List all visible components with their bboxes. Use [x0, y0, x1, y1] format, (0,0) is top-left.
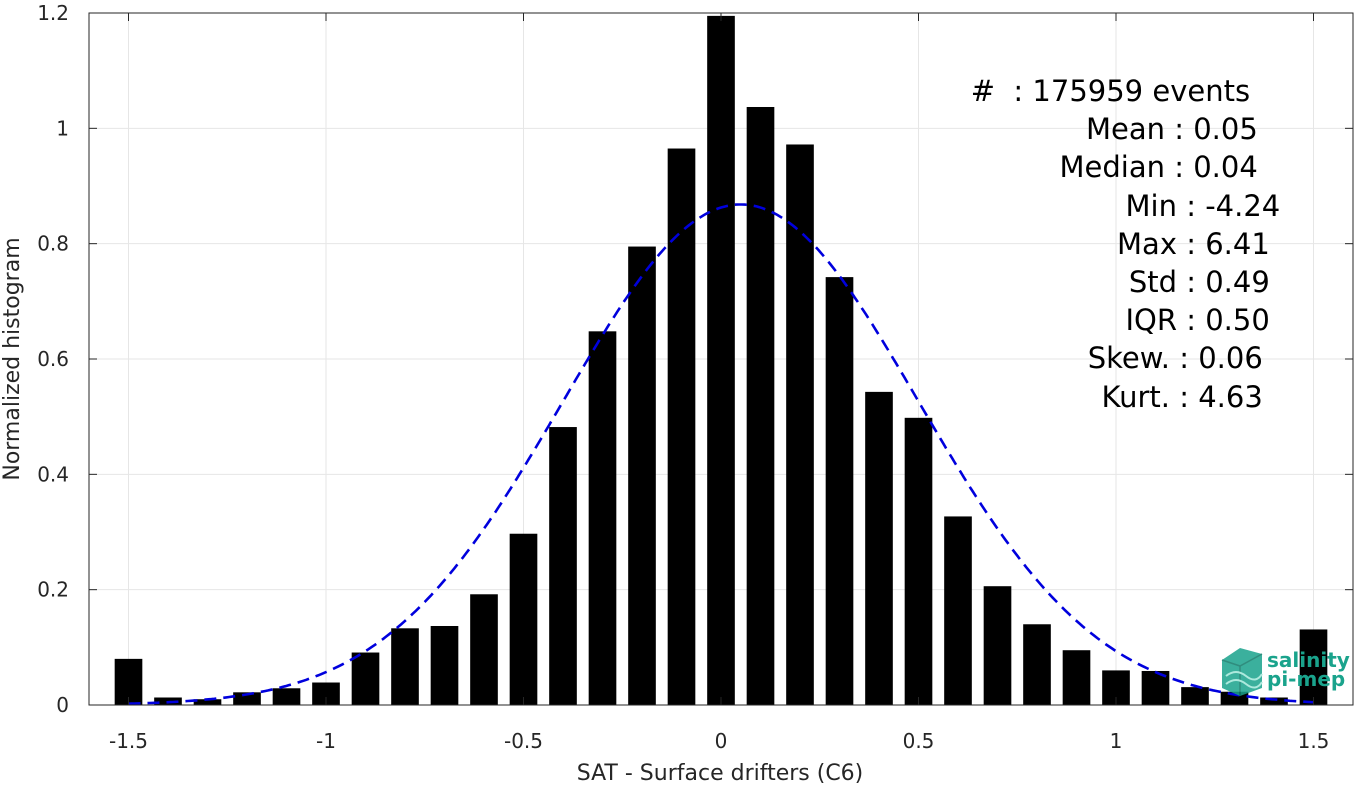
y-tick-label: 0 — [56, 693, 69, 717]
histogram-bar — [351, 652, 380, 705]
stat-count-value: : 175959 events — [995, 74, 1250, 108]
histogram-bar — [391, 628, 419, 705]
histogram-bar — [628, 246, 656, 706]
histogram-bar — [746, 106, 775, 706]
salinity-pimep-logo: salinity pi-mep — [1221, 648, 1350, 696]
y-tick-labels: 0 0.2 0.4 0.6 0.8 1 1.2 — [37, 1, 69, 717]
stat-skew-value: : 0.06 — [1170, 341, 1263, 375]
stat-min-label: Min — [1126, 189, 1177, 223]
stat-skew-label: Skew. — [1088, 341, 1170, 375]
wave-cube-icon — [1221, 648, 1263, 696]
stat-iqr-value: : 0.50 — [1177, 303, 1270, 337]
logo-line1: salinity — [1267, 648, 1350, 672]
x-tick-label: -0.5 — [504, 729, 543, 753]
histogram-bar — [865, 391, 893, 705]
stat-kurt-label: Kurt. — [1102, 380, 1170, 414]
histogram-bar — [193, 699, 222, 705]
x-tick-label: 0 — [715, 729, 728, 753]
stat-mean-label: Mean — [1086, 112, 1165, 146]
x-tick-label: -1 — [316, 729, 336, 753]
stat-iqr-label: IQR — [1125, 303, 1177, 337]
histogram-bar — [1260, 697, 1288, 705]
y-tick-label: 0.2 — [37, 578, 69, 602]
histogram-bar — [786, 144, 814, 706]
gaussian-fit-curve — [128, 203, 1314, 705]
stat-std-value: : 0.49 — [1177, 265, 1270, 299]
y-tick-label: 0.8 — [37, 232, 69, 256]
stat-median-value: : 0.04 — [1165, 150, 1258, 184]
x-tick-labels: -1.5 -1 -0.5 0 0.5 1 1.5 — [109, 729, 1329, 753]
histogram-bar — [588, 331, 617, 705]
y-tick-label: 0.4 — [37, 462, 69, 486]
x-axis-label: SAT - Surface drifters (C6) — [577, 761, 864, 785]
x-tick-label: 1.5 — [1298, 729, 1330, 753]
histogram-bar — [983, 586, 1012, 705]
stat-mean-value: : 0.05 — [1165, 112, 1258, 146]
histogram-bar — [549, 427, 577, 705]
y-tick-label: 1.2 — [37, 1, 69, 25]
histogram-bar — [272, 688, 301, 705]
stat-count-label: # — [971, 74, 995, 108]
y-tick-label: 1 — [56, 116, 69, 140]
histogram-bar — [1062, 650, 1091, 705]
x-tick-label: -1.5 — [109, 729, 148, 753]
histogram-bar — [1299, 629, 1328, 705]
histogram-bar — [1181, 687, 1209, 705]
axis-ticks — [89, 12, 1353, 706]
stat-median-label: Median — [1060, 150, 1165, 184]
x-tick-label: 0.5 — [903, 729, 935, 753]
histogram-bar — [312, 682, 340, 705]
histogram-bar — [825, 277, 854, 705]
histogram-bar — [509, 533, 538, 705]
histogram-bar — [233, 692, 261, 705]
y-axis-label: Normalized histogram — [0, 237, 25, 480]
histogram-bar — [904, 417, 933, 705]
x-tick-label: 1 — [1110, 729, 1123, 753]
stat-kurt-value: : 4.63 — [1170, 380, 1263, 414]
stat-max-label: Max — [1117, 227, 1177, 261]
histogram-bar — [667, 148, 696, 705]
stats-box: # : 175959 events Mean : 0.05 Median : 0… — [971, 74, 1281, 414]
logo-line2: pi-mep — [1267, 667, 1345, 691]
histogram-bar — [944, 516, 972, 705]
histogram-bar — [430, 625, 459, 705]
histogram-bar — [470, 594, 498, 705]
histogram-bar — [1023, 624, 1051, 705]
stat-std-label: Std — [1129, 265, 1177, 299]
histogram-bar — [707, 15, 735, 705]
y-tick-label: 0.6 — [37, 347, 69, 371]
stat-min-value: : -4.24 — [1177, 189, 1280, 223]
stat-max-value: : 6.41 — [1177, 227, 1270, 261]
